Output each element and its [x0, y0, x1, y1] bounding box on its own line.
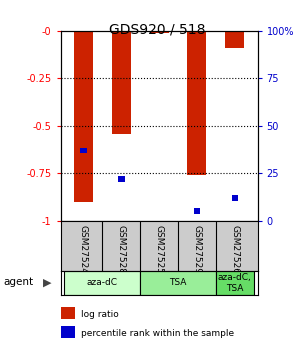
Text: log ratio: log ratio: [81, 310, 118, 319]
Bar: [150, 31, 168, 33]
Text: percentile rank within the sample: percentile rank within the sample: [81, 329, 234, 338]
Bar: [118, 176, 125, 182]
Text: agent: agent: [3, 277, 33, 287]
Bar: [61, 326, 75, 338]
Text: aza-dC,
TSA: aza-dC, TSA: [218, 273, 252, 293]
Bar: [231, 195, 238, 201]
Bar: [225, 31, 244, 48]
Text: GSM27529: GSM27529: [192, 225, 201, 274]
Text: GSM27524: GSM27524: [79, 225, 88, 274]
Bar: [64, 271, 140, 295]
Text: aza-dC: aza-dC: [87, 278, 118, 287]
Bar: [74, 31, 93, 202]
Text: GSM27528: GSM27528: [117, 225, 126, 274]
Bar: [112, 31, 131, 134]
Bar: [80, 148, 87, 154]
Bar: [194, 208, 200, 214]
Text: GSM27526: GSM27526: [230, 225, 239, 274]
Bar: [188, 31, 206, 175]
Bar: [216, 271, 254, 295]
Text: GSM27525: GSM27525: [155, 225, 164, 274]
Text: TSA: TSA: [169, 278, 187, 287]
Bar: [61, 307, 75, 319]
Bar: [140, 271, 216, 295]
Text: GDS920 / 518: GDS920 / 518: [109, 22, 206, 37]
Text: ▶: ▶: [43, 277, 51, 287]
